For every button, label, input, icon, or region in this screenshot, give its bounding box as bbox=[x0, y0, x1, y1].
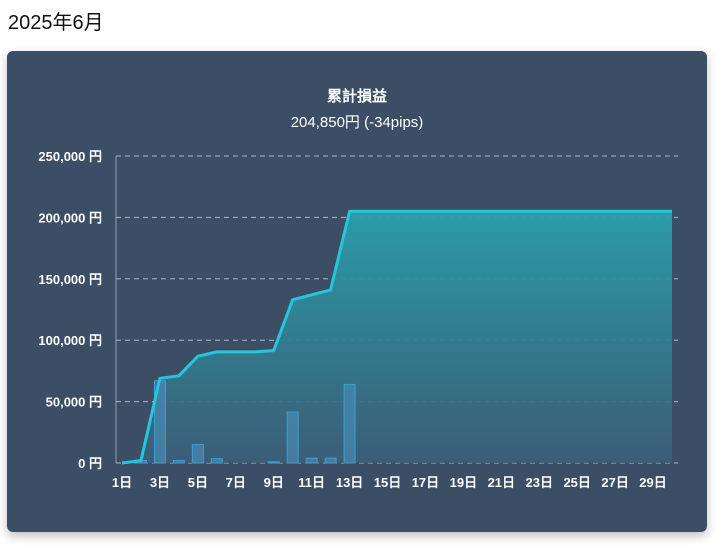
x-tick-label: 17日 bbox=[412, 475, 439, 490]
daily-pnl-bar bbox=[191, 444, 204, 464]
y-tick-label: 100,000 円 bbox=[38, 333, 102, 348]
daily-pnl-bar bbox=[267, 461, 280, 464]
daily-pnl-bar bbox=[305, 457, 318, 464]
page-title: 2025年6月 bbox=[8, 12, 104, 34]
y-tick-label: 250,000 円 bbox=[38, 149, 102, 164]
x-tick-label: 5日 bbox=[188, 475, 208, 490]
y-tick-label: 0 円 bbox=[78, 456, 102, 471]
cumulative-area bbox=[122, 211, 672, 463]
x-tick-label: 7日 bbox=[226, 475, 246, 490]
x-tick-label: 27日 bbox=[601, 475, 628, 490]
daily-pnl-bar bbox=[343, 383, 356, 464]
chart-subtitle: 204,850円 (-34pips) bbox=[290, 114, 424, 131]
daily-pnl-bar bbox=[324, 457, 337, 464]
x-tick-label: 1日 bbox=[112, 475, 132, 490]
x-tick-label: 23日 bbox=[526, 475, 553, 490]
x-tick-label: 13日 bbox=[336, 475, 363, 490]
x-tick-label: 11日 bbox=[298, 475, 325, 490]
x-tick-label: 15日 bbox=[374, 475, 401, 490]
daily-pnl-bar bbox=[210, 458, 223, 464]
chart-title: 累計損益 bbox=[326, 88, 387, 105]
daily-pnl-bar bbox=[172, 460, 185, 464]
x-tick-label: 19日 bbox=[450, 475, 477, 490]
y-tick-label: 200,000 円 bbox=[38, 210, 102, 225]
x-tick-label: 3日 bbox=[150, 475, 170, 490]
y-tick-label: 50,000 円 bbox=[46, 395, 102, 410]
x-tick-label: 25日 bbox=[563, 475, 590, 490]
daily-pnl-bar bbox=[286, 411, 299, 464]
y-tick-label: 150,000 円 bbox=[38, 272, 102, 287]
x-tick-label: 21日 bbox=[488, 475, 515, 490]
x-tick-label: 9日 bbox=[264, 475, 284, 490]
cumulative-pnl-line bbox=[121, 209, 672, 465]
x-tick-label: 29日 bbox=[639, 475, 666, 490]
chart-card: 累計損益 204,850円 (-34pips) 0 円 50,000 円 100,0… bbox=[7, 51, 707, 532]
cumulative-pnl-chart: 0 円 50,000 円 100,000 円 150,000 円 200,000 円 25… bbox=[38, 149, 678, 490]
